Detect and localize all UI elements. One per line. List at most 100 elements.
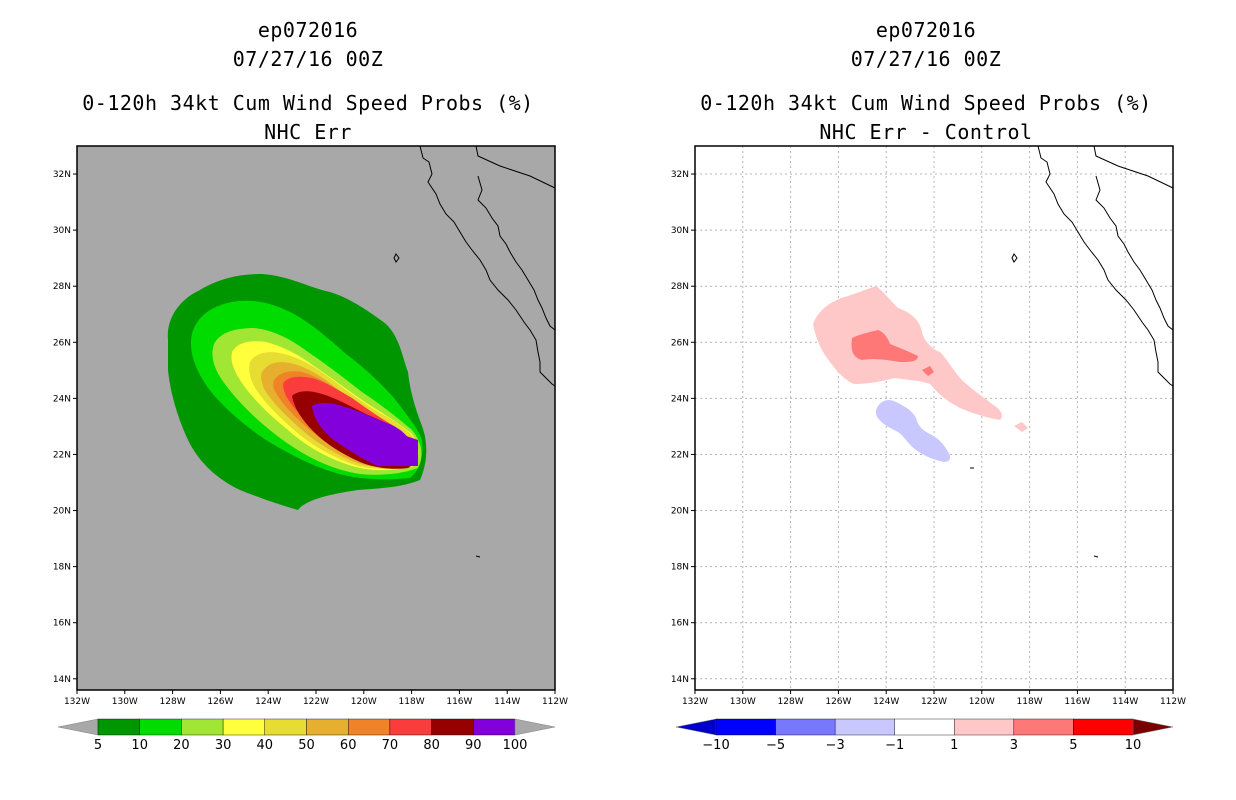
lat-label: 22N [671,450,689,460]
colorbar-label: −5 [766,738,785,753]
lon-label: 130W [730,697,756,707]
colorbar-box [348,718,391,736]
colorbar-box [1013,718,1074,736]
lat-label: 18N [53,563,71,573]
lon-label: 132W [64,697,90,707]
colorbar-box [306,718,349,736]
lon-label: 126W [207,697,233,707]
right-colorbar: −10 −5 −3 −1 1 3 5 10 [675,718,1174,753]
colorbar-box [222,718,266,736]
colorbar-label: 5 [1069,738,1077,753]
contour-positive-3b [922,366,934,376]
colorbar-box [264,718,307,736]
colorbar-box [834,718,895,736]
colorbar-label: 10 [131,738,148,753]
lat-label: 32N [671,170,689,180]
contour-90 [312,403,418,466]
panel-subtitle: NHC Err [264,120,352,144]
colorbar-box [389,718,432,736]
lat-label: 30N [671,226,689,236]
probability-contours [167,274,427,510]
colorbar-label: 70 [382,738,399,753]
colorbar-label: 40 [257,738,274,753]
lon-label: 114W [1112,697,1138,707]
colorbar-low-arrow [57,718,99,736]
colorbar-high-arrow [1132,718,1174,736]
colorbar-box [1073,718,1134,736]
lon-axis-labels: 132W 130W 128W 126W 124W 122W 120W 118W 116W 114W… [64,690,568,707]
colorbar-label: −10 [702,738,729,753]
forecast-datetime: 07/27/16 00Z [850,47,1002,71]
contour-positive-1b [1014,422,1028,432]
colorbar-box [473,718,516,736]
forecast-datetime: 07/27/16 00Z [232,47,384,71]
contour-negative-1 [876,400,951,462]
colorbar-high-arrow [514,718,556,736]
colorbar-label: 90 [465,738,482,753]
colorbar-box [954,718,1015,736]
lat-label: 32N [53,170,71,180]
colorbar-box [431,718,474,736]
lat-label: 18N [671,563,689,573]
lat-label: 16N [671,619,689,629]
lon-label: 126W [825,697,851,707]
lon-label: 112W [542,697,568,707]
right-map: 32N 30N 28N 26N 24N 22N 20N 18N 16N 14N 132W 130W 1… [671,145,1186,753]
colorbar-label: 1 [950,738,958,753]
lat-label: 28N [53,282,71,292]
panel-subtitle: NHC Err - Control [819,120,1033,144]
lat-label: 14N [53,675,71,685]
lat-axis-labels: 32N 30N 28N 26N 24N 22N 20N 18N 16N 14N [53,170,77,685]
lat-label: 16N [53,619,71,629]
colorbar-label: −1 [885,738,904,753]
colorbar-label: 3 [1010,738,1018,753]
colorbar-label: 5 [94,738,102,753]
lon-label: 128W [160,697,186,707]
contour-positive-3 [851,330,918,362]
lon-label: 132W [682,697,708,707]
lat-label: 26N [671,338,689,348]
lon-label: 122W [303,697,329,707]
lon-label: 120W [969,697,995,707]
colorbar-label: 100 [503,738,528,753]
difference-contours [813,286,1028,462]
lat-label: 28N [671,282,689,292]
storm-id: ep072016 [257,18,359,42]
colorbar-box [775,718,836,736]
lon-label: 118W [1017,697,1043,707]
colorbar-label: −3 [826,738,845,753]
coastlines [393,145,556,558]
colorbar-box [181,718,224,736]
colorbar-box [894,718,955,736]
colorbar-label: 50 [298,738,315,753]
lon-label: 130W [112,697,138,707]
lat-axis-labels: 32N 30N 28N 26N 24N 22N 20N 18N 16N 14N [671,170,695,685]
lon-label: 128W [778,697,804,707]
lat-label: 30N [53,226,71,236]
lon-label: 116W [446,697,472,707]
product-title: 0-120h 34kt Cum Wind Speed Probs (%) [82,91,534,115]
colorbar-label: 10 [1125,738,1142,753]
colorbar-low-arrow [675,718,717,736]
lat-label: 14N [671,675,689,685]
lon-label: 124W [873,697,899,707]
lon-label: 122W [921,697,947,707]
lat-label: 20N [671,507,689,517]
lat-label: 24N [53,394,71,404]
lon-axis-labels: 132W 130W 128W 126W 124W 122W 120W 118W 116W 114W… [682,690,1186,707]
product-title: 0-120h 34kt Cum Wind Speed Probs (%) [700,91,1152,115]
colorbar-box [139,718,182,736]
lat-label: 24N [671,394,689,404]
lon-label: 120W [351,697,377,707]
right-panel-title: ep072016 07/27/16 00Z 0-120h 34kt Cum Wi… [646,16,1206,147]
colorbar-label: 60 [340,738,357,753]
lat-label: 20N [53,507,71,517]
colorbar-box [715,718,776,736]
lat-label: 26N [53,338,71,348]
lon-label: 112W [1160,697,1186,707]
lon-label: 118W [399,697,425,707]
storm-id: ep072016 [875,18,977,42]
left-colorbar: 5 10 20 30 40 50 60 70 80 90 100 [57,718,556,753]
lon-label: 124W [255,697,281,707]
